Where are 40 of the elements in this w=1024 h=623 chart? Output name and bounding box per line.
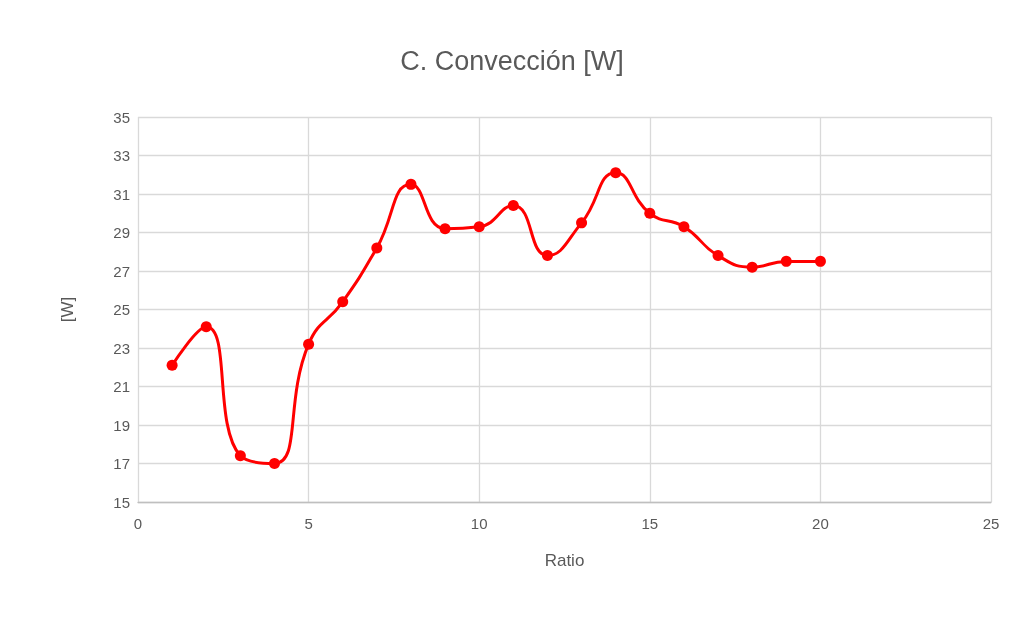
y-tick-label: 21	[113, 378, 130, 395]
point	[678, 221, 690, 233]
point	[439, 223, 451, 235]
point	[268, 458, 280, 469]
point	[712, 250, 724, 262]
point	[814, 255, 826, 267]
y-tick-label: 25	[113, 301, 130, 318]
y-tick-label: 33	[113, 147, 130, 164]
point	[473, 221, 485, 233]
point	[541, 250, 553, 262]
y-tick-label: 23	[113, 339, 130, 357]
y-tick-label: 15	[113, 493, 130, 511]
point	[371, 242, 383, 254]
x-tick-label: 5	[304, 515, 313, 532]
y-tick-label: 29	[113, 224, 130, 241]
point	[610, 167, 622, 179]
point	[576, 217, 588, 229]
x-tick-label: 0	[133, 515, 143, 532]
point	[405, 178, 417, 190]
x-tick-label: 10	[470, 515, 488, 532]
y-tick-label: 31	[113, 185, 130, 203]
y-axis-title: [W]	[58, 296, 77, 323]
point	[507, 200, 519, 212]
point	[166, 359, 178, 371]
x-tick-label: 15	[641, 515, 659, 532]
x-axis-title: Ratio	[544, 551, 585, 570]
y-tick-label: 19	[113, 416, 130, 434]
point	[644, 207, 656, 219]
point	[234, 450, 246, 462]
x-tick-label: 25	[982, 515, 1000, 532]
x-tick-label: 20	[812, 515, 829, 532]
point	[780, 255, 792, 267]
point	[337, 296, 349, 308]
chart-title: C. Convección [W]	[400, 45, 624, 76]
y-tick-label: 17	[113, 455, 130, 472]
y-tick-label: 27	[113, 262, 130, 280]
point	[200, 321, 212, 333]
point	[303, 338, 315, 350]
y-tick-label: 35	[113, 108, 130, 126]
point	[746, 261, 758, 273]
